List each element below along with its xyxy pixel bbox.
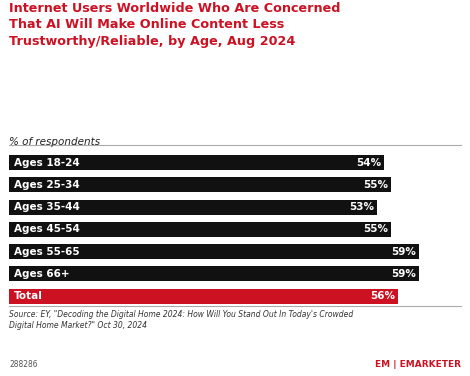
Text: 59%: 59%	[392, 247, 416, 256]
Text: EM | EMARKETER: EM | EMARKETER	[375, 360, 461, 369]
Bar	[9, 288, 398, 304]
Text: 54%: 54%	[356, 158, 382, 168]
Text: 59%: 59%	[392, 269, 416, 279]
Bar	[9, 222, 391, 237]
Text: Total: Total	[14, 291, 42, 301]
Bar	[9, 200, 377, 215]
Text: 288286: 288286	[9, 360, 38, 369]
Text: 53%: 53%	[350, 202, 375, 212]
Text: Source: EY, "Decoding the Digital Home 2024: How Will You Stand Out In Today's C: Source: EY, "Decoding the Digital Home 2…	[9, 310, 353, 330]
Text: Ages 18-24: Ages 18-24	[14, 158, 79, 168]
Text: Internet Users Worldwide Who Are Concerned
That AI Will Make Online Content Less: Internet Users Worldwide Who Are Concern…	[9, 2, 341, 48]
Text: Ages 25-34: Ages 25-34	[14, 180, 79, 190]
Bar	[9, 244, 419, 259]
Bar	[9, 177, 391, 193]
Text: Ages 35-44: Ages 35-44	[14, 202, 79, 212]
Text: Ages 66+: Ages 66+	[14, 269, 69, 279]
Text: 56%: 56%	[370, 291, 395, 301]
Text: 55%: 55%	[363, 224, 388, 234]
Text: % of respondents: % of respondents	[9, 137, 101, 147]
Bar	[9, 155, 384, 170]
Text: Ages 55-65: Ages 55-65	[14, 247, 79, 256]
Text: Ages 45-54: Ages 45-54	[14, 224, 79, 234]
Text: 55%: 55%	[363, 180, 388, 190]
Bar	[9, 266, 419, 281]
